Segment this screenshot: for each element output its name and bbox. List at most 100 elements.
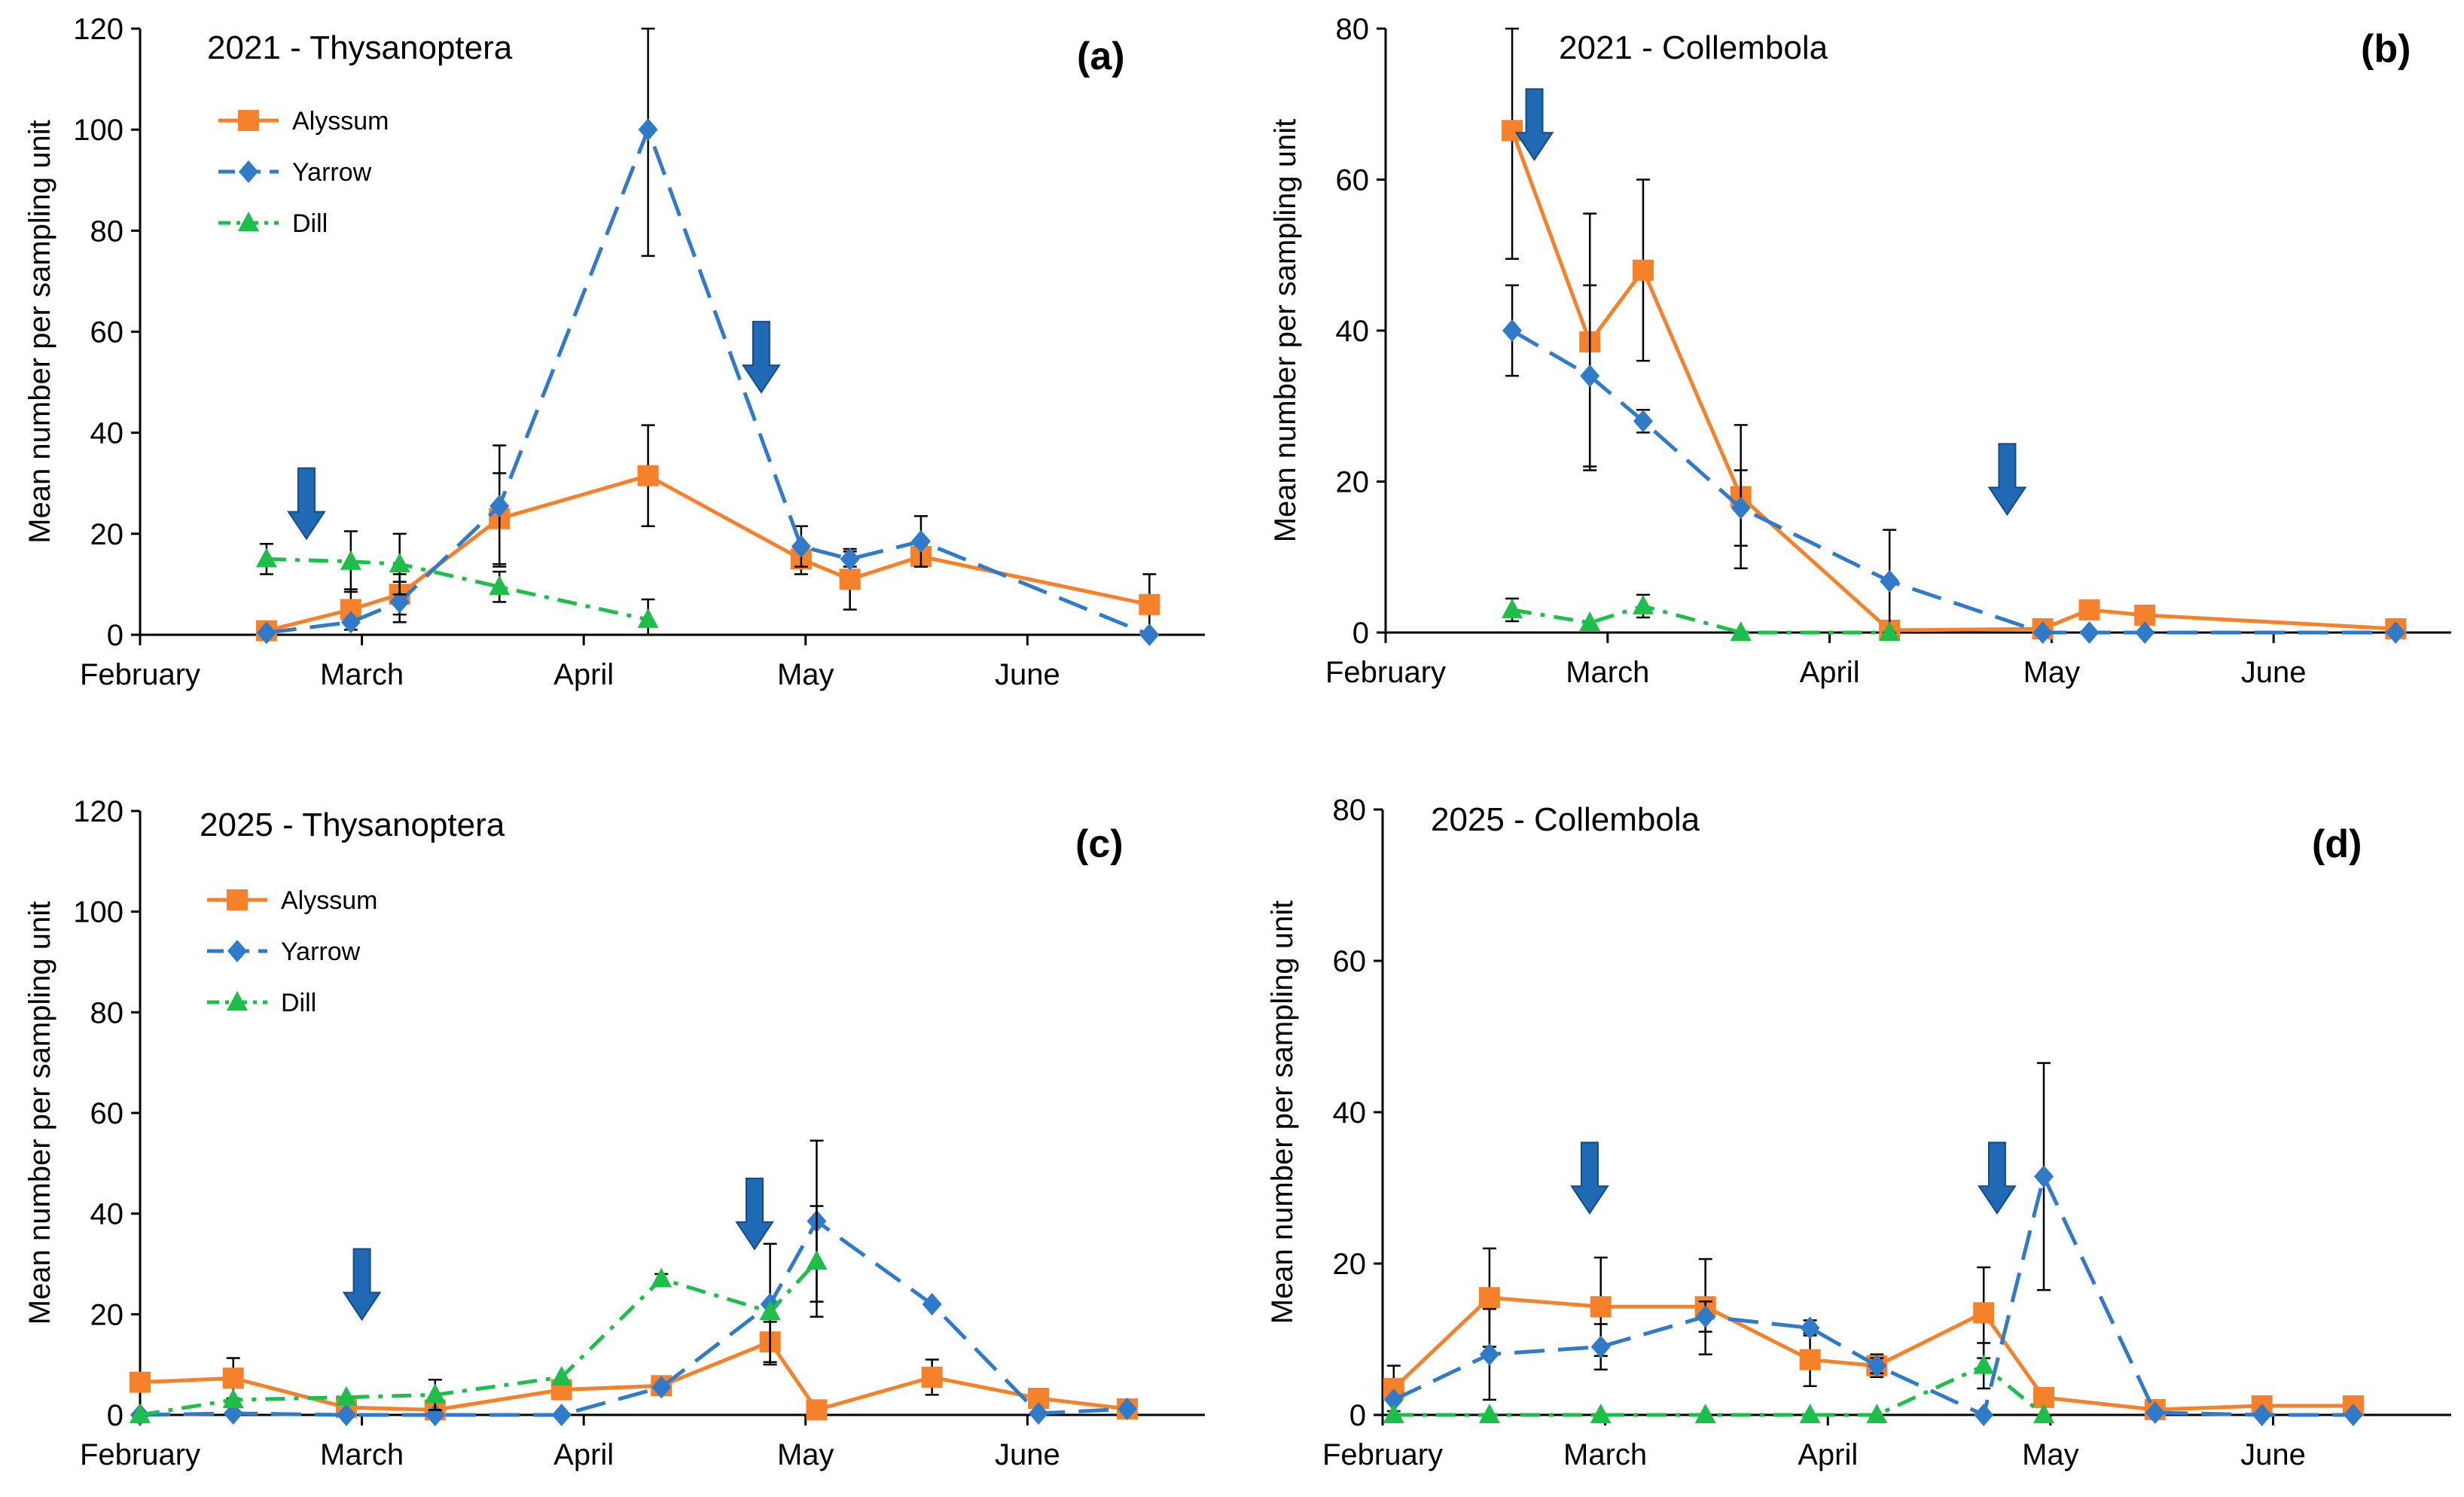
- legend-label-dill: Dill: [292, 209, 328, 238]
- series-alyssum: [130, 1321, 1138, 1421]
- y-tick-label: 40: [1333, 1096, 1367, 1130]
- arrow-marker: [735, 1177, 774, 1251]
- series-line-alyssum: [1510, 130, 2396, 633]
- y-tick-label: 20: [1336, 466, 1370, 499]
- data-point-dill: [1973, 1354, 1995, 1374]
- series-yarrow: [1502, 284, 2406, 644]
- data-point-yarrow: [1867, 1354, 1887, 1377]
- data-point-yarrow: [1800, 1316, 1820, 1340]
- legend-label-alyssum: Alyssum: [292, 107, 389, 136]
- y-tick-label: 0: [1352, 617, 1369, 650]
- data-point-alyssum: [806, 1399, 828, 1421]
- y-axis-label: Mean number per sampling unit: [1266, 901, 1299, 1325]
- data-point-yarrow: [1139, 623, 1160, 646]
- x-tick-label: June: [2241, 656, 2307, 689]
- data-point-yarrow: [910, 529, 931, 553]
- x-tick-label: March: [1563, 1438, 1647, 1471]
- series-alyssum: [1502, 27, 2407, 641]
- series-yarrow: [256, 27, 1160, 646]
- series-dill: [130, 1205, 828, 1423]
- data-point-dill: [1799, 1404, 1821, 1423]
- y-tick-label: 120: [73, 13, 124, 46]
- y-tick-label: 20: [90, 1298, 124, 1331]
- data-point-yarrow: [651, 1376, 672, 1399]
- arrow-marker: [1987, 443, 2027, 517]
- legend-marker-alyssum: [238, 110, 259, 131]
- series-dill: [1383, 1342, 2055, 1423]
- data-point-dill: [1590, 1404, 1612, 1423]
- y-tick-label: 80: [90, 215, 124, 248]
- series-alyssum: [1383, 1247, 2364, 1420]
- data-point-dill: [1502, 598, 1523, 618]
- data-point-alyssum: [1590, 1296, 1612, 1318]
- data-point-dill: [255, 547, 277, 568]
- data-point-dill: [389, 553, 410, 573]
- data-point-yarrow: [551, 1404, 572, 1426]
- data-point-yarrow: [256, 621, 276, 645]
- legend-label-alyssum: Alyssum: [281, 886, 377, 915]
- panel-label: (d): [2312, 822, 2362, 866]
- x-tick-label: May: [2023, 656, 2081, 689]
- data-point-yarrow: [1479, 1343, 1499, 1366]
- series-line-dill: [1511, 604, 1890, 635]
- panel-label: (b): [2361, 27, 2411, 71]
- data-point-alyssum: [637, 465, 659, 486]
- y-tick-label: 60: [90, 316, 124, 349]
- legend: Alyssum Yarrow Dill: [218, 107, 389, 238]
- x-tick-label: June: [995, 1438, 1060, 1471]
- data-point-yarrow: [1731, 496, 1751, 520]
- data-point-yarrow: [1590, 1335, 1611, 1358]
- x-tick-label: May: [2022, 1438, 2079, 1471]
- y-axis-label: Mean number per sampling unit: [1269, 119, 1302, 543]
- legend-label-yarrow: Yarrow: [292, 158, 372, 187]
- data-point-dill: [1879, 621, 1901, 641]
- series-dill: [255, 530, 659, 636]
- y-tick-label: 60: [90, 1097, 124, 1130]
- chart-panel-d: 0 20 40 60 80 February March April May June Mean n…: [1266, 794, 2451, 1471]
- data-point-yarrow: [2079, 621, 2100, 644]
- data-point-yarrow: [2034, 1165, 2054, 1188]
- panel-label: (c): [1075, 822, 1124, 866]
- data-point-dill: [335, 1386, 357, 1406]
- y-tick-label: 40: [1336, 315, 1370, 348]
- legend-label-yarrow: Yarrow: [281, 938, 361, 966]
- panel-title: 2025 - Collembola: [1431, 801, 1700, 838]
- y-tick-label: 80: [90, 996, 124, 1029]
- x-tick-label: May: [777, 658, 834, 691]
- panel-label: (a): [1077, 35, 1125, 78]
- legend-marker-dill: [227, 991, 248, 1011]
- series-yarrow: [1383, 1062, 2363, 1426]
- data-point-yarrow: [336, 1404, 356, 1426]
- data-point-alyssum: [1973, 1302, 1995, 1324]
- data-point-dill: [1478, 1404, 1500, 1423]
- data-point-dill: [340, 550, 361, 570]
- y-tick-label: 0: [1349, 1399, 1366, 1432]
- series-line-yarrow: [1392, 1174, 2353, 1417]
- y-tick-label: 80: [1333, 794, 1367, 827]
- data-point-yarrow: [1502, 319, 1523, 342]
- data-point-yarrow: [1695, 1305, 1715, 1328]
- arrow-marker: [287, 467, 326, 541]
- data-point-dill: [1694, 1404, 1716, 1423]
- x-tick-label: March: [320, 1438, 404, 1471]
- data-point-yarrow: [2252, 1404, 2272, 1426]
- x-tick-label: June: [2240, 1438, 2306, 1471]
- data-point-yarrow: [922, 1292, 942, 1316]
- data-point-yarrow: [1974, 1404, 1994, 1426]
- data-point-yarrow: [2135, 621, 2155, 644]
- data-point-yarrow: [1029, 1401, 1049, 1425]
- x-tick-label: February: [80, 1438, 200, 1471]
- x-tick-label: April: [553, 1438, 614, 1471]
- x-tick-label: March: [320, 658, 404, 691]
- legend: Alyssum Yarrow Dill: [207, 886, 377, 1017]
- data-point-yarrow: [1383, 1388, 1404, 1411]
- arrow-marker: [1570, 1142, 1609, 1215]
- y-tick-label: 0: [107, 619, 124, 652]
- data-point-yarrow: [340, 611, 361, 634]
- y-tick-label: 120: [73, 795, 124, 828]
- data-point-dill: [637, 608, 659, 628]
- x-tick-label: June: [995, 658, 1060, 691]
- y-tick-label: 100: [73, 896, 124, 929]
- legend-marker-yarrow: [227, 940, 247, 962]
